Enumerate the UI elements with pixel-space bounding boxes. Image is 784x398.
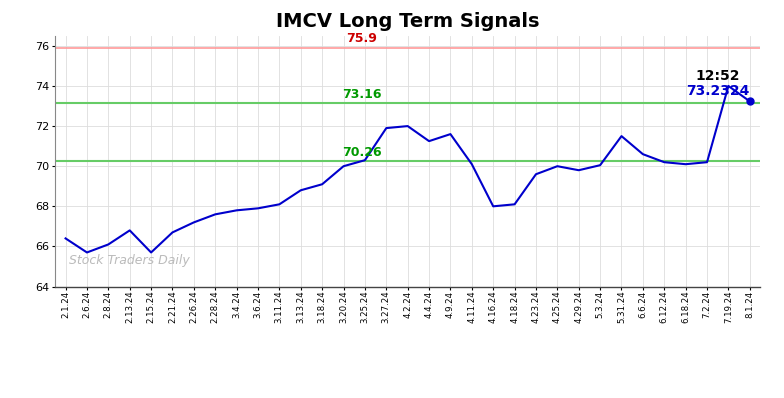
Text: 73.2324: 73.2324 xyxy=(686,84,750,98)
Title: IMCV Long Term Signals: IMCV Long Term Signals xyxy=(276,12,539,31)
Text: 70.26: 70.26 xyxy=(342,146,382,159)
Text: Stock Traders Daily: Stock Traders Daily xyxy=(69,254,190,267)
Text: 12:52: 12:52 xyxy=(695,69,740,83)
Text: 73.16: 73.16 xyxy=(342,88,382,101)
Text: 75.9: 75.9 xyxy=(347,33,377,45)
